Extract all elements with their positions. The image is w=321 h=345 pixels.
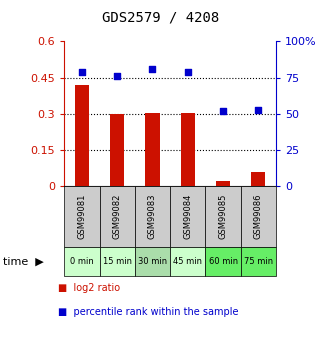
Point — [79, 69, 84, 75]
Bar — [145, 112, 160, 186]
Bar — [251, 172, 265, 186]
Text: GSM99082: GSM99082 — [113, 194, 122, 239]
Text: GSM99086: GSM99086 — [254, 194, 263, 239]
Point — [115, 73, 120, 79]
Text: time  ▶: time ▶ — [3, 256, 44, 266]
Text: 60 min: 60 min — [209, 257, 238, 266]
Bar — [110, 114, 124, 186]
Text: GSM99085: GSM99085 — [219, 194, 228, 239]
Text: ■  percentile rank within the sample: ■ percentile rank within the sample — [58, 307, 238, 317]
Point — [185, 69, 190, 75]
Text: GSM99083: GSM99083 — [148, 194, 157, 239]
Bar — [75, 85, 89, 186]
Bar — [181, 112, 195, 186]
Text: GSM99084: GSM99084 — [183, 194, 192, 239]
Text: GSM99081: GSM99081 — [77, 194, 86, 239]
Bar — [216, 181, 230, 186]
Text: ■  log2 ratio: ■ log2 ratio — [58, 283, 120, 293]
Point — [256, 107, 261, 112]
Point — [150, 66, 155, 72]
Text: 45 min: 45 min — [173, 257, 202, 266]
Point — [221, 108, 226, 114]
Text: 15 min: 15 min — [103, 257, 132, 266]
Text: GDS2579 / 4208: GDS2579 / 4208 — [102, 10, 219, 24]
Text: 0 min: 0 min — [70, 257, 94, 266]
Text: 30 min: 30 min — [138, 257, 167, 266]
Text: 75 min: 75 min — [244, 257, 273, 266]
